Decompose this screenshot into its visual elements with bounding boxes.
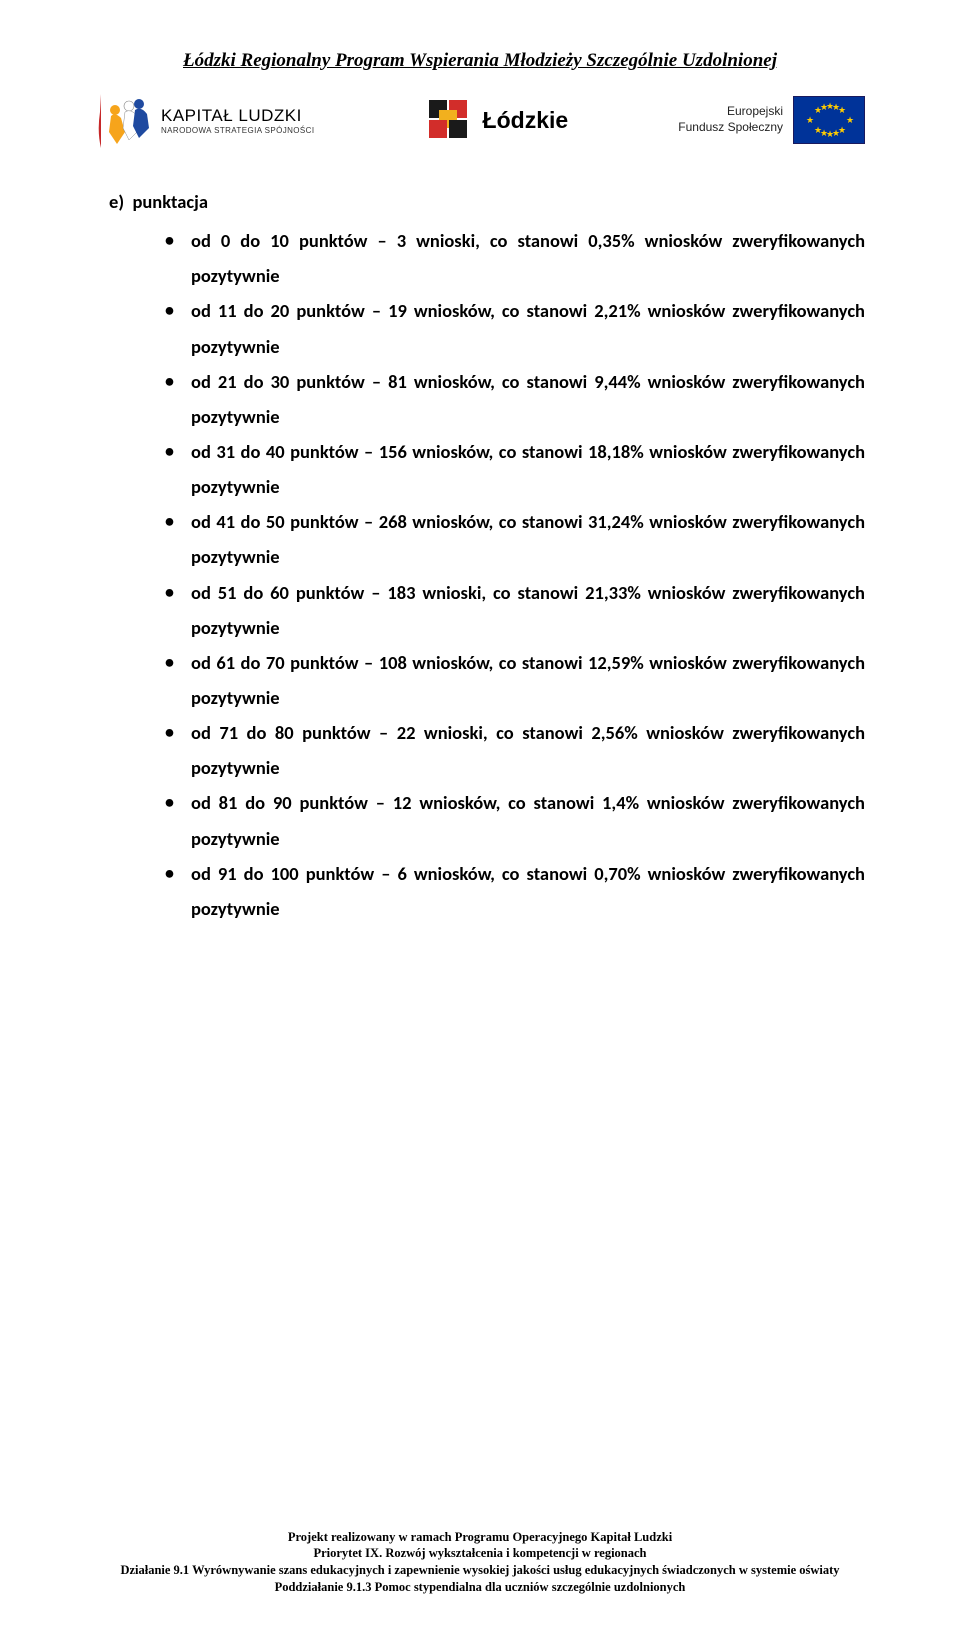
- section-label: punktacja: [132, 190, 208, 213]
- document-header-title: Łódzki Regionalny Program Wspierania Mło…: [95, 50, 865, 72]
- logo-bar: KAPITAŁ LUDZKI NARODOWA STRATEGIA SPÓJNO…: [95, 84, 865, 178]
- section-marker: e): [109, 190, 124, 213]
- lodzkie-icon: [425, 96, 473, 144]
- document-body: e) punktacja od 0 do 10 punktów – 3 wnio…: [95, 184, 865, 926]
- list-item: od 41 do 50 punktów – 268 wniosków, co s…: [191, 504, 865, 574]
- list-item: od 31 do 40 punktów – 156 wniosków, co s…: [191, 434, 865, 504]
- list-item: od 91 do 100 punktów – 6 wniosków, co st…: [191, 856, 865, 926]
- kapital-ludzki-icon: [95, 92, 151, 148]
- kl-line2: NARODOWA STRATEGIA SPÓJNOŚCI: [161, 126, 314, 135]
- logo-kapital-ludzki: KAPITAŁ LUDZKI NARODOWA STRATEGIA SPÓJNO…: [95, 92, 314, 148]
- list-item: od 51 do 60 punktów – 183 wnioski, co st…: [191, 575, 865, 645]
- efs-line2: Fundusz Społeczny: [678, 120, 783, 136]
- footer-line-3: Działanie 9.1 Wyrównywanie szans edukacy…: [0, 1562, 960, 1579]
- footer-line-4: Poddziałanie 9.1.3 Pomoc stypendialna dl…: [0, 1579, 960, 1596]
- efs-line1: Europejski: [678, 104, 783, 120]
- list-item: od 0 do 10 punktów – 3 wnioski, co stano…: [191, 223, 865, 293]
- section-heading: e) punktacja: [95, 184, 865, 219]
- list-item: od 61 do 70 punktów – 108 wniosków, co s…: [191, 645, 865, 715]
- punktacja-list: od 0 do 10 punktów – 3 wnioski, co stano…: [95, 223, 865, 926]
- efs-text: Europejski Fundusz Społeczny: [678, 104, 783, 135]
- document-footer: Projekt realizowany w ramach Programu Op…: [0, 1529, 960, 1597]
- list-item: od 71 do 80 punktów – 22 wnioski, co sta…: [191, 715, 865, 785]
- lodzkie-label: Łódzkie: [483, 107, 569, 134]
- kapital-ludzki-text: KAPITAŁ LUDZKI NARODOWA STRATEGIA SPÓJNO…: [161, 106, 314, 135]
- footer-line-1: Projekt realizowany w ramach Programu Op…: [0, 1529, 960, 1546]
- list-item: od 21 do 30 punktów – 81 wniosków, co st…: [191, 364, 865, 434]
- logo-lodzkie: Łódzkie: [425, 96, 569, 144]
- list-item: od 81 do 90 punktów – 12 wniosków, co st…: [191, 785, 865, 855]
- list-item: od 11 do 20 punktów – 19 wniosków, co st…: [191, 293, 865, 363]
- eu-flag-icon: ★ ★ ★ ★ ★ ★ ★ ★ ★ ★ ★ ★: [793, 96, 865, 144]
- logo-efs: Europejski Fundusz Społeczny ★ ★ ★ ★ ★ ★…: [678, 96, 865, 144]
- footer-line-2: Priorytet IX. Rozwój wykształcenia i kom…: [0, 1545, 960, 1562]
- kl-line1: KAPITAŁ LUDZKI: [161, 106, 314, 126]
